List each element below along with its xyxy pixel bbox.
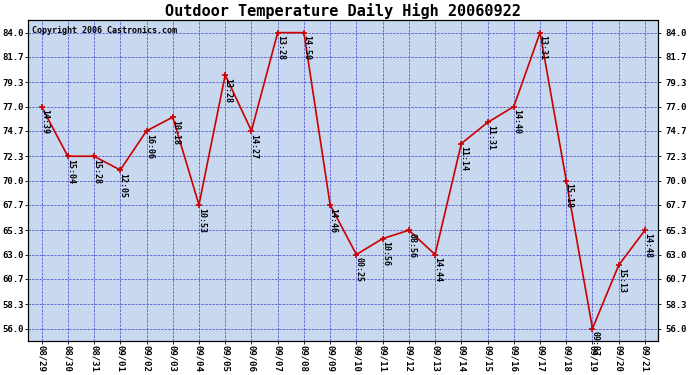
Text: Copyright 2006 Castronics.com: Copyright 2006 Castronics.com [32, 26, 177, 35]
Text: 15:04: 15:04 [66, 159, 75, 184]
Text: 14:48: 14:48 [643, 233, 652, 258]
Text: 10:56: 10:56 [381, 242, 390, 267]
Text: 12:05: 12:05 [119, 173, 128, 198]
Text: 13:28: 13:28 [224, 78, 233, 103]
Text: 15:18: 15:18 [564, 183, 573, 209]
Text: 16:06: 16:06 [145, 134, 154, 159]
Text: 00:25: 00:25 [355, 257, 364, 282]
Text: 14:50: 14:50 [302, 35, 311, 60]
Title: Outdoor Temperature Daily High 20060922: Outdoor Temperature Daily High 20060922 [166, 3, 521, 19]
Text: 08:56: 08:56 [407, 233, 416, 258]
Text: 15:13: 15:13 [617, 268, 626, 293]
Text: 09:07: 09:07 [591, 331, 600, 356]
Text: 10:53: 10:53 [197, 208, 206, 232]
Text: 14:46: 14:46 [328, 208, 337, 232]
Text: 15:28: 15:28 [92, 159, 101, 184]
Text: 13:28: 13:28 [276, 35, 285, 60]
Text: 14:44: 14:44 [433, 257, 442, 282]
Text: 10:18: 10:18 [171, 120, 180, 145]
Text: 13:31: 13:31 [538, 35, 547, 60]
Text: 14:40: 14:40 [512, 110, 521, 134]
Text: 14:27: 14:27 [250, 134, 259, 159]
Text: 11:31: 11:31 [486, 125, 495, 150]
Text: 11:14: 11:14 [460, 146, 469, 171]
Text: 14:39: 14:39 [40, 110, 49, 134]
